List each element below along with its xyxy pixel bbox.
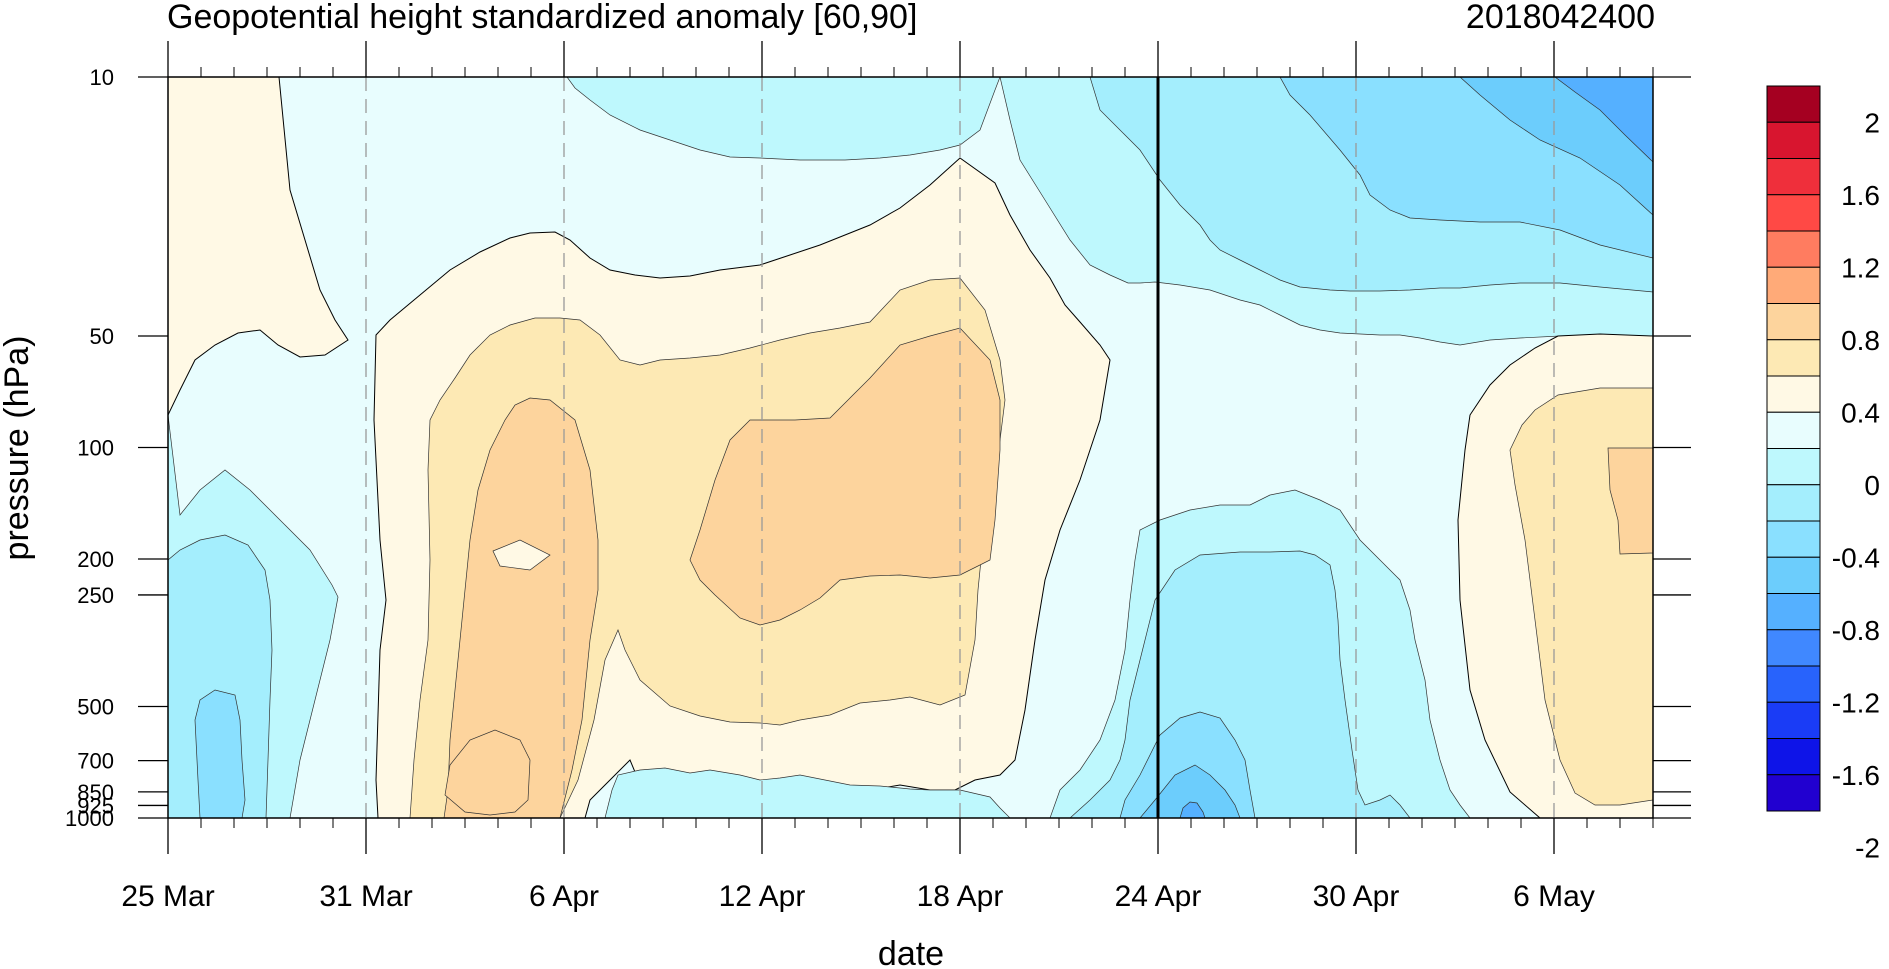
y-tick-label: 1000 (65, 806, 114, 831)
colorbar-swatch (1766, 230, 1821, 268)
colorbar-label: -2 (1855, 832, 1880, 863)
y-tick-label: 200 (77, 547, 114, 572)
colorbar-swatch (1766, 520, 1821, 558)
y-tick-label: 50 (90, 324, 114, 349)
colorbar-swatch (1766, 194, 1821, 232)
contour-fill (168, 534, 273, 818)
colorbar-label: 2 (1864, 107, 1880, 138)
y-axis-label: pressure (hPa) (0, 336, 36, 561)
colorbar-label: -1.2 (1832, 687, 1880, 718)
colorbar-label: 0.4 (1841, 397, 1880, 428)
y-tick-label: 850 (77, 780, 114, 805)
colorbar-swatch (1766, 665, 1821, 703)
x-tick-label: 31 Mar (319, 880, 412, 913)
colorbar-swatch (1766, 484, 1821, 522)
contour-fill (1554, 77, 1653, 163)
contour-fill (1607, 447, 1653, 555)
y-tick-label: 250 (77, 583, 114, 608)
x-tick-label: 18 Apr (917, 880, 1004, 913)
x-tick-label: 25 Mar (121, 880, 214, 913)
contour-fill (443, 397, 599, 818)
colorbar-legend: 2 1.6 1.2 0.8 0.4 0 -0.4 -0.8 -1.2 -1.6 -2 (1766, 85, 1880, 863)
colorbar-swatch (1766, 593, 1821, 631)
x-tick-label: 6 May (1513, 880, 1595, 913)
colorbar-swatch (1766, 411, 1821, 449)
colorbar-label: 1.2 (1841, 252, 1880, 283)
colorbar-swatch (1766, 629, 1821, 667)
contour-fill (689, 327, 1001, 626)
date-gridlines (365, 77, 1555, 818)
y-tick-label: 10 (90, 65, 114, 90)
colorbar-label: -0.4 (1832, 542, 1880, 573)
colorbar-label: 0.8 (1841, 325, 1880, 356)
colorbar-swatch (1766, 701, 1821, 739)
y-tick-label: 700 (77, 749, 114, 774)
contour-fill (1139, 764, 1241, 818)
x-tick-label: 30 Apr (1313, 880, 1400, 913)
colorbar-swatch (1766, 375, 1821, 413)
colorbar-swatch (1766, 266, 1821, 304)
contour-fill (168, 77, 349, 416)
colorbar-swatch (1766, 448, 1821, 486)
x-tick-label: 12 Apr (719, 880, 806, 913)
chart-title: Geopotential height standardized anomaly… (167, 0, 918, 36)
colorbar-swatch (1766, 339, 1821, 377)
x-tick-label: 6 Apr (529, 880, 599, 913)
colorbar-swatch (1766, 158, 1821, 196)
colorbar-swatch (1766, 121, 1821, 159)
colorbar-swatch (1766, 556, 1821, 594)
run-id-label: 2018042400 (1465, 0, 1655, 36)
x-axis-label: date (878, 935, 944, 969)
colorbar-label: 1.6 (1841, 180, 1880, 211)
y-tick-label: 500 (77, 694, 114, 719)
x-axis: 25 Mar 31 Mar 6 Apr 12 Apr 18 Apr 24 Apr 30 Ap… (121, 41, 1654, 913)
colorbar-swatch (1766, 85, 1821, 123)
colorbar-label: -1.6 (1832, 760, 1880, 791)
colorbar-label: -0.8 (1832, 615, 1880, 646)
contour-fill (604, 767, 1011, 818)
colorbar-label: 0 (1864, 470, 1880, 501)
plot-area (168, 77, 1653, 818)
colorbar-swatch (1766, 738, 1821, 776)
contour-fill (1179, 801, 1206, 818)
contour-fill (566, 77, 1001, 161)
contour-fill (492, 539, 551, 571)
contour-fill (444, 729, 531, 816)
y-tick-label: 100 (77, 436, 114, 461)
contour-fill (194, 689, 246, 818)
x-tick-label: 24 Apr (1115, 880, 1202, 913)
y-tick-label: 925 (77, 793, 114, 818)
colorbar-swatch (1766, 303, 1821, 341)
colorbar-swatch (1766, 774, 1821, 812)
